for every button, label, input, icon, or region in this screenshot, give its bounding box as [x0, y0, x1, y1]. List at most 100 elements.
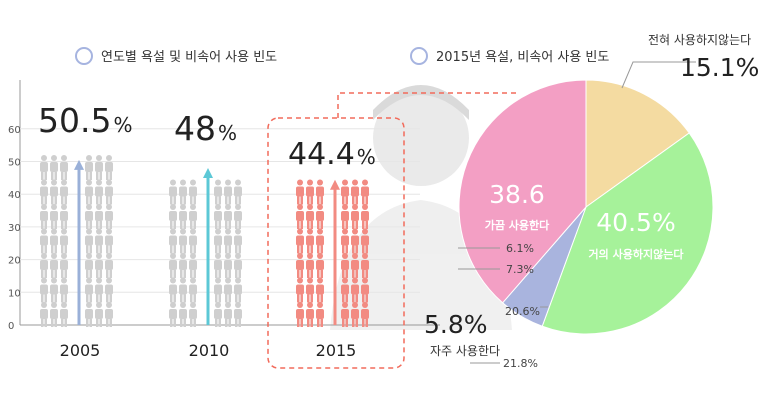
- person-figure-icon: [214, 179, 222, 205]
- y-tick-label: 30: [8, 223, 21, 234]
- person-figure-icon: [105, 179, 113, 205]
- left-caption-bullet-icon: [75, 47, 93, 65]
- label-often-use: 자주 사용한다: [430, 344, 500, 358]
- label-sometimes-use: 가끔 사용한다: [485, 218, 550, 232]
- person-figure-icon: [179, 179, 187, 205]
- leader-line-never: [621, 61, 696, 89]
- person-figure-icon: [60, 277, 68, 303]
- person-figure-icon: [105, 155, 113, 180]
- pie-slice: [458, 79, 587, 304]
- year-label-2010: 2010: [189, 341, 230, 360]
- person-figure-icon: [169, 204, 177, 229]
- person-figure-icon: [105, 302, 113, 327]
- person-figure-icon: [40, 204, 48, 229]
- person-figure-icon: [105, 228, 113, 254]
- person-figure-icon: [60, 253, 68, 278]
- person-figure-icon: [306, 302, 314, 327]
- person-figure-icon: [50, 277, 58, 303]
- person-figure-icon: [341, 253, 349, 278]
- person-figure-icon: [189, 179, 197, 205]
- y-tick-label: 50: [8, 158, 21, 169]
- person-figure-icon: [296, 204, 304, 229]
- label-rarely-use: 거의 사용하지않는다: [589, 247, 685, 261]
- person-figure-icon: [316, 179, 324, 205]
- person-figure-icon: [189, 277, 197, 303]
- person-figure-icon: [50, 253, 58, 278]
- person-figure-icon: [316, 228, 324, 254]
- person-figure-icon: [50, 302, 58, 327]
- label-never-use: 전혀 사용하지않는다: [648, 33, 751, 47]
- value-arrow-head-icon: [74, 159, 84, 170]
- small-value-2: 7.3%: [506, 263, 534, 276]
- person-figure-icon: [95, 277, 103, 303]
- person-figure-icon: [306, 253, 314, 278]
- person-figure-icon: [169, 277, 177, 303]
- small-value-4: 21.8%: [503, 357, 538, 370]
- person-figure-icon: [234, 228, 242, 254]
- pie-slice: [541, 132, 714, 335]
- person-figure-icon: [169, 302, 177, 327]
- person-figure-icon: [40, 155, 48, 180]
- person-figure-icon: [316, 253, 324, 278]
- person-figure-icon: [40, 179, 48, 205]
- person-figure-icon: [95, 228, 103, 254]
- y-tick-label: 20: [8, 256, 21, 267]
- person-figure-icon: [189, 228, 197, 254]
- person-figure-icon: [234, 277, 242, 303]
- person-figure-icon: [296, 179, 304, 205]
- person-figure-icon: [224, 302, 232, 327]
- pie-slice: [585, 79, 690, 208]
- person-figure-icon: [179, 302, 187, 327]
- person-figure-icon: [316, 302, 324, 327]
- person-figure-icon: [214, 277, 222, 303]
- person-figure-icon: [306, 277, 314, 303]
- y-tick-label: 40: [8, 190, 21, 201]
- person-figure-icon: [179, 204, 187, 229]
- person-figure-icon: [85, 179, 93, 205]
- person-figure-icon: [341, 204, 349, 229]
- person-figure-icon: [40, 302, 48, 327]
- person-figure-icon: [351, 302, 359, 327]
- person-figure-icon: [234, 204, 242, 229]
- value-never-use: 15.1%: [680, 53, 759, 82]
- person-figure-icon: [214, 228, 222, 254]
- person-figure-icon: [351, 204, 359, 229]
- person-figure-icon: [224, 277, 232, 303]
- pct-label-2005: 50.5%: [38, 101, 133, 140]
- y-tick-label: 10: [8, 288, 21, 299]
- year-label-2015: 2015: [316, 341, 357, 360]
- person-figure-icon: [234, 302, 242, 327]
- person-figure-icon: [189, 302, 197, 327]
- value-arrow-head-icon: [330, 179, 340, 190]
- highlight-connector-line: [337, 92, 520, 118]
- person-figure-icon: [234, 253, 242, 278]
- person-figure-icon: [306, 228, 314, 254]
- person-figure-icon: [351, 179, 359, 205]
- year-label-2005: 2005: [60, 341, 101, 360]
- highlight-2015-box: [267, 117, 405, 369]
- person-figure-icon: [224, 228, 232, 254]
- person-figure-icon: [105, 277, 113, 303]
- person-figure-icon: [214, 253, 222, 278]
- person-figure-icon: [60, 204, 68, 229]
- person-figure-icon: [341, 228, 349, 254]
- person-figure-icon: [351, 228, 359, 254]
- person-figure-icon: [214, 204, 222, 229]
- value-often-use: 5.8%: [424, 310, 488, 339]
- person-figure-icon: [40, 228, 48, 254]
- person-figure-icon: [361, 228, 369, 254]
- person-figure-icon: [40, 277, 48, 303]
- person-figure-icon: [351, 277, 359, 303]
- person-figure-icon: [169, 228, 177, 254]
- person-figure-icon: [169, 253, 177, 278]
- person-figure-icon: [189, 204, 197, 229]
- person-figure-icon: [50, 228, 58, 254]
- person-figure-icon: [224, 179, 232, 205]
- person-figure-icon: [234, 179, 242, 205]
- small-value-1: 6.1%: [506, 242, 534, 255]
- person-figure-icon: [189, 253, 197, 278]
- person-figure-icon: [95, 302, 103, 327]
- pct-label-2010: 48%: [174, 109, 237, 148]
- person-figure-icon: [179, 228, 187, 254]
